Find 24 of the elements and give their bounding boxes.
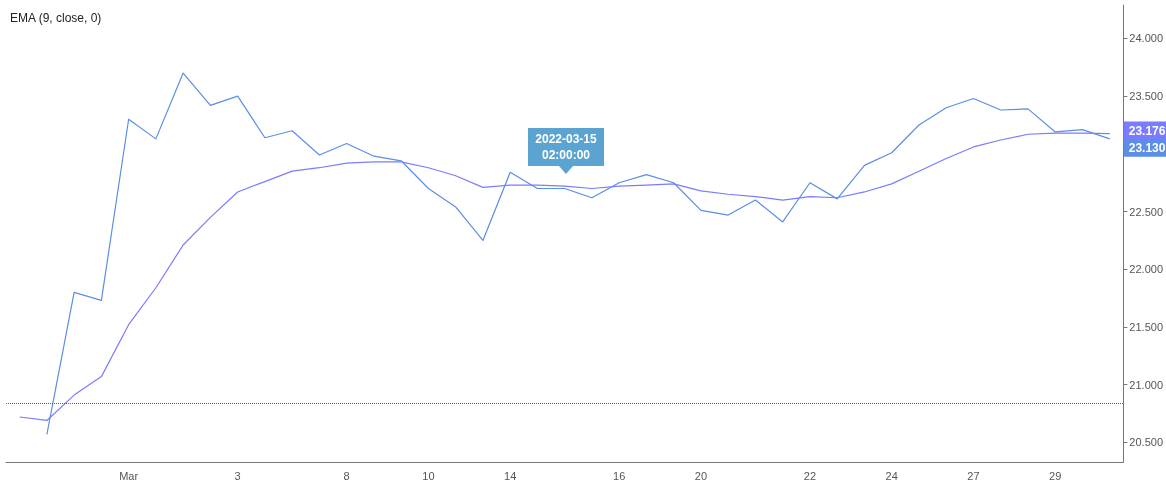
y-tick-label: 22.500	[1129, 205, 1164, 218]
y-tick-label: 23.500	[1129, 90, 1164, 103]
x-tick-label: 8	[343, 469, 350, 482]
y-tick-label: 21.500	[1129, 320, 1164, 333]
y-tick-label: 20.500	[1129, 436, 1164, 449]
data-label: 23.176	[1128, 123, 1166, 138]
x-tick-label: 20	[694, 469, 708, 482]
y-tick-label: 21.000	[1129, 378, 1164, 391]
line-series	[19, 132, 1111, 422]
line-series	[46, 72, 1111, 435]
x-tick-label: 16	[613, 469, 626, 482]
y-tick-label: 24.000	[1129, 32, 1164, 45]
data-label: 23.130	[1128, 140, 1166, 155]
x-tick-label: 22	[803, 469, 817, 482]
x-tick-label: 29	[1049, 469, 1062, 482]
annotation: 2022-03-15 02:00:00	[528, 128, 604, 166]
y-tick-label: 22.000	[1129, 263, 1164, 276]
x-tick-label: 24	[885, 469, 898, 482]
x-tick-label: 14	[504, 469, 517, 482]
x-tick-label: 3	[234, 469, 241, 482]
text: EMA (9, close, 0)	[10, 11, 102, 25]
x-tick-label: Mar	[119, 469, 139, 482]
x-tick-label: 27	[967, 469, 980, 482]
x-tick-label: 10	[422, 469, 435, 482]
